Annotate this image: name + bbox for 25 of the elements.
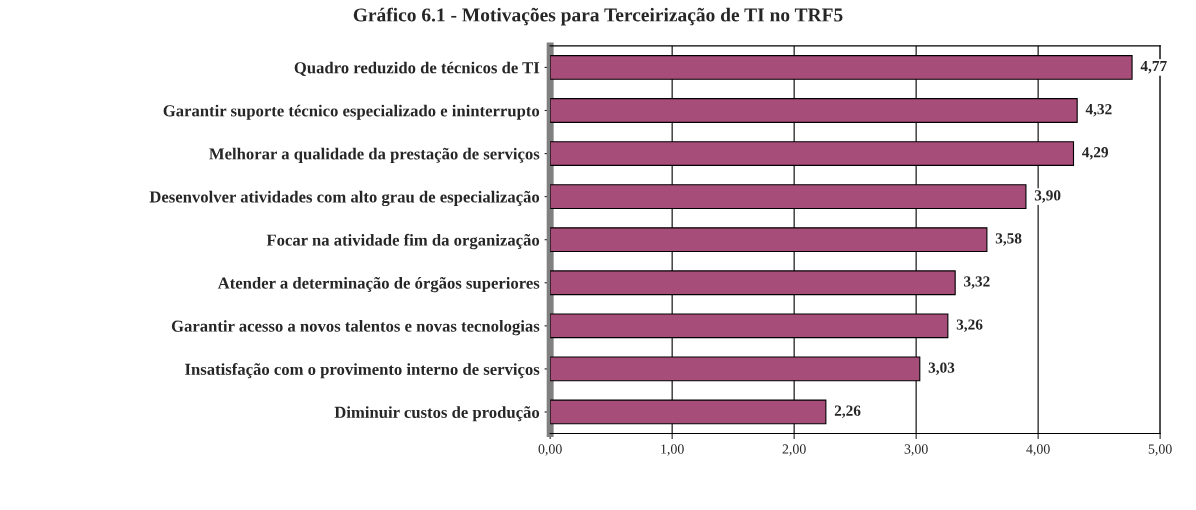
chart-title: Gráfico 6.1 - Motivações para Terceirização de TI no TRF5 [353, 7, 843, 26]
y-tick-label: Diminuir custos de produção [334, 406, 540, 422]
data-label: 4,32 [1085, 104, 1112, 117]
y-tick-label: Insatisfação com o provimento interno de serviços [185, 363, 540, 379]
y-tick-label: Melhorar a qualidade da prestação de serviços [209, 147, 540, 163]
data-label: 3,90 [1034, 190, 1061, 203]
y-tick-label: Desenvolver atividades com alto grau de especialização [149, 190, 540, 207]
y-tick-label: Garantir suporte técnico especializado e ininterrupto [163, 104, 540, 120]
data-label: 3,32 [964, 276, 990, 289]
y-tick-label: Quadro reduzido de técnicos de TI [294, 61, 540, 76]
data-label: 3,03 [928, 362, 955, 375]
data-label: 4,77 [1140, 61, 1167, 74]
y-tick-label: Focar na atividade fim da organização [266, 233, 540, 250]
data-label: 4,29 [1082, 147, 1109, 160]
x-tick-label: 2,00 [782, 444, 806, 456]
x-tick-label: 1,00 [661, 444, 684, 456]
x-tick-label: 0,00 [538, 444, 562, 456]
y-tick-label: Atender a determinação de órgãos superiores [217, 276, 540, 293]
data-label: 3,26 [956, 319, 983, 332]
y-tick-label: Garantir acesso a novos talentos e novas tecnologias [171, 320, 540, 336]
x-tick-label: 5,00 [1148, 444, 1172, 456]
x-tick-label: 3,00 [904, 444, 928, 456]
data-label: 2,26 [834, 405, 861, 419]
data-label: 3,58 [995, 233, 1022, 246]
x-tick-label: 4,00 [1026, 444, 1050, 456]
